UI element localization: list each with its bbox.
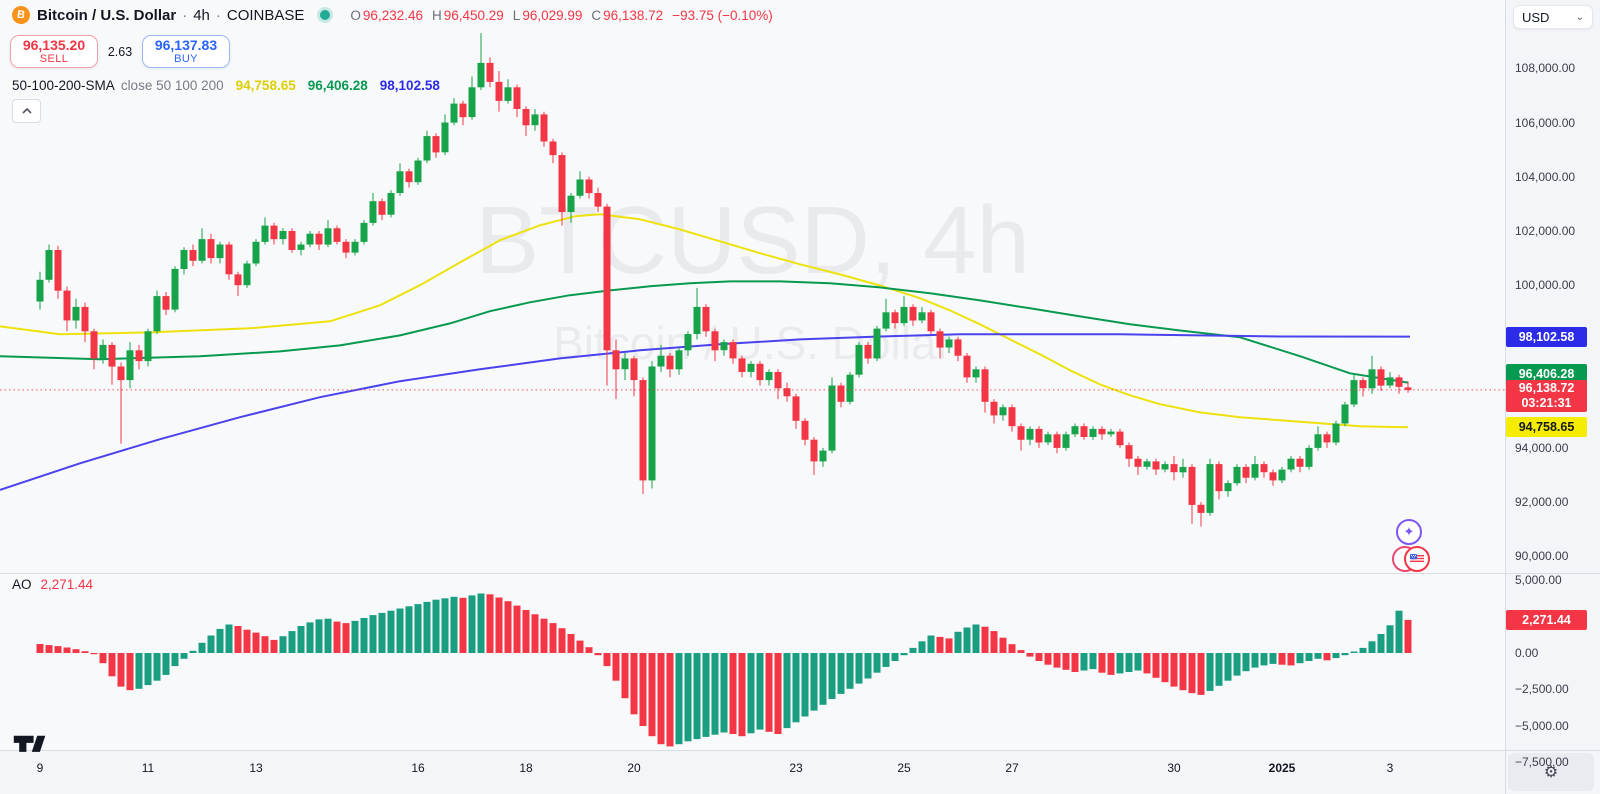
price-axis-divider <box>1505 0 1506 794</box>
time-tick-label: 23 <box>789 761 803 775</box>
sma200-value: 98,102.58 <box>379 78 440 93</box>
price-tick-label: 106,000.00 <box>1515 115 1576 130</box>
bitcoin-icon: B <box>10 4 32 26</box>
ohlc-readout: O 96,232.46 H 96,450.29 L 96,029.99 C 96… <box>350 7 773 23</box>
order-panel: 96,135.20 SELL 2.63 96,137.83 BUY <box>10 35 230 68</box>
interval-label[interactable]: 4h <box>193 6 210 24</box>
time-tick-label: 13 <box>249 761 263 775</box>
scale-settings-button[interactable]: ⚙ <box>1508 753 1594 791</box>
ao-tick-label: −2,500.00 <box>1515 682 1569 697</box>
low-value: 96,029.99 <box>522 7 583 23</box>
time-tick-label: 20 <box>627 761 641 775</box>
chevron-up-icon <box>21 108 32 114</box>
market-status-icon[interactable] <box>320 10 331 20</box>
us-flag-button[interactable] <box>1404 546 1430 572</box>
ao-tick-label: −5,000.00 <box>1515 718 1569 733</box>
price-tick-label: 108,000.00 <box>1515 61 1576 76</box>
price-tick-label: 92,000.00 <box>1515 495 1569 510</box>
time-tick-label: 25 <box>897 761 911 775</box>
ao-value-badge: 2,271.44 <box>1506 609 1587 630</box>
header-separator: · <box>182 6 188 24</box>
price-tick-label: 102,000.00 <box>1515 223 1576 238</box>
time-tick-label: 27 <box>1005 761 1019 775</box>
time-tick-label: 9 <box>36 761 44 775</box>
pane-divider[interactable] <box>0 573 1600 574</box>
header-separator: · <box>215 6 221 24</box>
sma100-value: 96,406.28 <box>307 78 368 93</box>
open-value: 96,232.46 <box>362 7 423 23</box>
sma-line-50 <box>0 213 1409 429</box>
gear-icon: ⚙ <box>1543 764 1559 781</box>
symbol-title[interactable]: Bitcoin / U.S. Dollar <box>37 6 177 24</box>
sma50-price-badge: 94,758.65 <box>1506 417 1587 438</box>
sma50-value: 94,758.65 <box>235 78 296 93</box>
sell-button[interactable]: 96,135.20 SELL <box>10 35 98 68</box>
sma-line-200 <box>0 333 1411 491</box>
time-axis-scale[interactable] <box>0 750 1505 794</box>
sma100-price-badge: 96,406.28 <box>1506 363 1587 384</box>
price-tick-label: 94,000.00 <box>1515 440 1569 455</box>
us-flag-icon <box>1410 554 1424 564</box>
chevron-down-icon: ⌄ <box>1575 11 1584 23</box>
indicator-legend-sma[interactable]: 50-100-200-SMA close 50 100 200 94,758.6… <box>12 78 440 93</box>
sma-line-100 <box>0 280 1409 384</box>
spread-value: 2.63 <box>107 44 133 59</box>
price-tick-label: 100,000.00 <box>1515 278 1576 293</box>
indicator-legend-ao[interactable]: AO 2,271.44 <box>12 577 94 592</box>
last-price-badge: 96,138.72 03:21:31 <box>1506 379 1587 412</box>
main-pane <box>0 33 1505 747</box>
price-tick-label: 90,000.00 <box>1515 549 1569 564</box>
collapse-legend-button[interactable] <box>12 99 41 123</box>
price-tick-label: 104,000.00 <box>1515 169 1576 184</box>
time-tick-label: 2025 <box>1268 761 1296 775</box>
ao-tick-label: 5,000.00 <box>1515 573 1562 588</box>
time-tick-label: 11 <box>141 761 155 775</box>
symbol-header: B Bitcoin / U.S. Dollar · 4h · COINBASE … <box>10 4 773 26</box>
sparkle-icon: ✦ <box>1403 524 1415 539</box>
buy-button[interactable]: 96,137.83 BUY <box>142 35 230 68</box>
close-value: 96,138.72 <box>603 7 664 23</box>
time-tick-label: 18 <box>519 761 533 775</box>
high-value: 96,450.29 <box>443 7 504 23</box>
exchange-label[interactable]: COINBASE <box>226 6 305 24</box>
ao-tick-label: 0.00 <box>1515 646 1539 660</box>
change-value: −93.75 (−0.10%) <box>672 7 773 23</box>
sma200-price-badge: 98,102.58 <box>1506 326 1587 347</box>
tradingview-logo[interactable] <box>12 733 50 757</box>
time-tick-label: 16 <box>411 761 425 775</box>
time-axis-divider <box>0 750 1600 751</box>
ao-tick-label: −7,500.00 <box>1515 755 1569 770</box>
time-tick-label: 30 <box>1167 761 1181 775</box>
ao-value: 2,271.44 <box>40 577 94 592</box>
currency-dropdown[interactable]: USD ⌄ <box>1513 5 1593 29</box>
ai-sparkle-button[interactable]: ✦ <box>1396 519 1422 545</box>
time-tick-label: 3 <box>1386 761 1394 775</box>
